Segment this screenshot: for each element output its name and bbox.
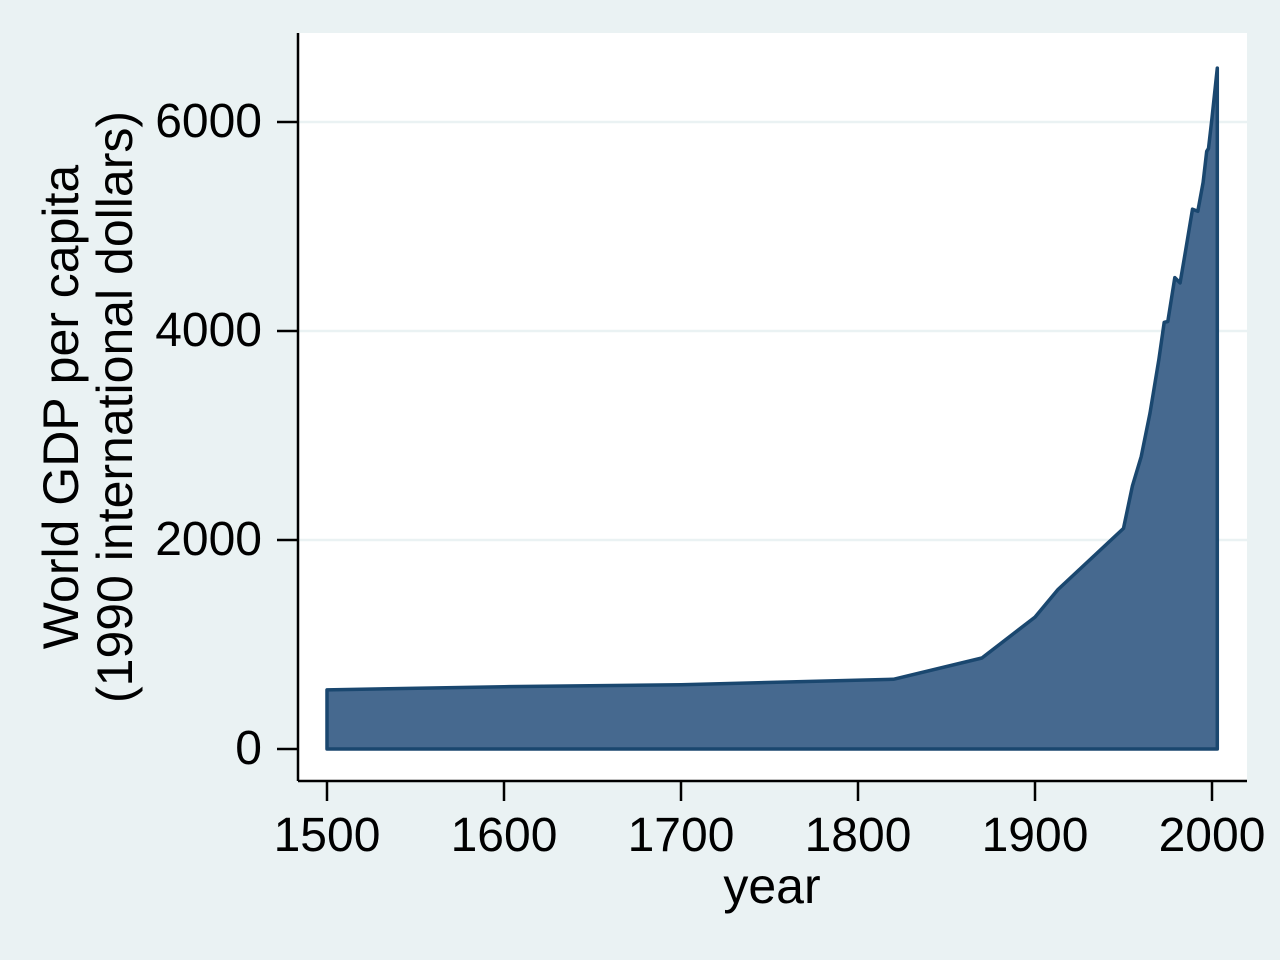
y-axis-title-line2: (1990 international dollars)	[87, 110, 143, 704]
x-axis-title: year	[723, 858, 821, 914]
gdp-per-capita-area-series	[325, 66, 1220, 751]
y-axis-title-line1: World GDP per capita	[33, 164, 89, 650]
y-tick-label-4000: 4000	[155, 304, 262, 357]
chart-canvas	[277, 33, 1247, 801]
x-tick-label-1800: 1800	[804, 809, 912, 862]
x-tick-label-1700: 1700	[627, 809, 735, 862]
y-tick-label-6000: 6000	[155, 95, 262, 148]
x-tick-label-1600: 1600	[450, 809, 558, 862]
y-axis-title: World GDP per capita (1990 international…	[33, 110, 143, 704]
x-tick-label-1500: 1500	[273, 809, 381, 862]
plot-area	[277, 33, 1247, 801]
y-tick-label-0: 0	[235, 722, 262, 775]
y-tick-label-2000: 2000	[155, 513, 262, 566]
x-tick-label-1900: 1900	[981, 809, 1089, 862]
x-tick-label-2000: 2000	[1158, 809, 1266, 862]
